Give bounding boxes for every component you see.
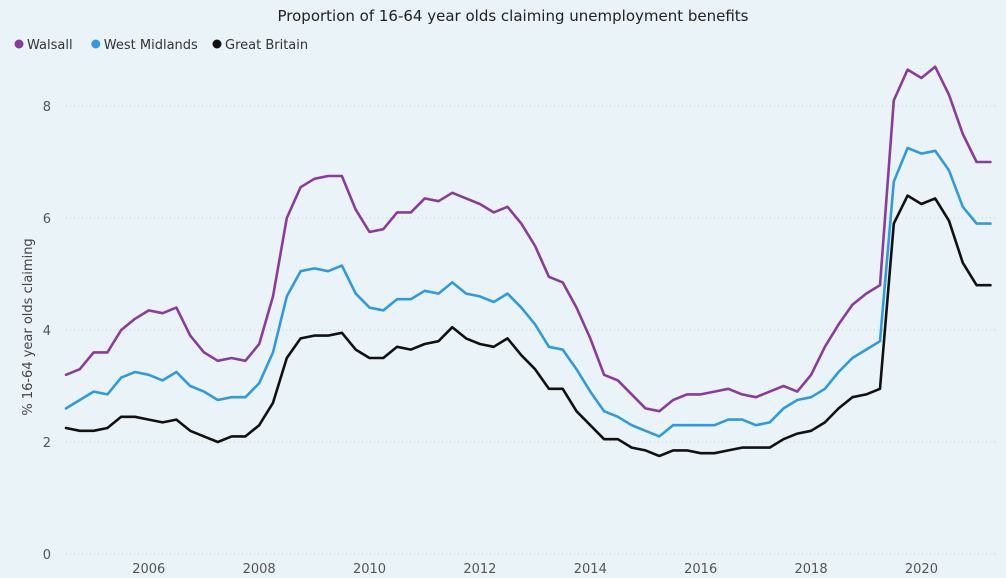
- x-tick-label: 2014: [574, 562, 607, 577]
- y-axis-label: % 16-64 year olds claiming: [21, 238, 36, 415]
- x-tick-label: 2010: [353, 562, 386, 577]
- legend-marker-1: [91, 39, 101, 49]
- x-tick-label: 2006: [132, 562, 165, 577]
- series-lines: [64, 65, 992, 458]
- legend-item-label: Walsall: [27, 38, 73, 53]
- gridlines: [66, 105, 995, 555]
- x-tick-label: 2018: [795, 562, 828, 577]
- legend-item-label: Great Britain: [225, 38, 308, 53]
- y-axis-ticks: 0 2 4 6 8: [43, 100, 51, 563]
- y-tick-label: 0: [43, 548, 51, 563]
- x-tick-label: 2008: [243, 562, 276, 577]
- series-line-2: [64, 194, 992, 458]
- x-tick-label: 2012: [463, 562, 496, 577]
- legend-item-label: West Midlands: [104, 38, 198, 53]
- chart-title: Proportion of 16-64 year olds claiming u…: [278, 7, 749, 25]
- x-tick-label: 2020: [905, 562, 938, 577]
- legend: Walsall West Midlands Great Britain: [14, 38, 308, 53]
- series-line-0: [64, 65, 992, 413]
- y-tick-label: 2: [43, 436, 51, 451]
- x-tick-label: 2016: [684, 562, 717, 577]
- y-tick-label: 6: [43, 212, 51, 227]
- legend-marker-0: [14, 39, 24, 49]
- y-tick-label: 8: [43, 100, 51, 115]
- series-line-1: [64, 146, 992, 438]
- x-axis-ticks: 2006 2008 2010 2012 2014 2016 2018 2020: [132, 562, 938, 577]
- y-tick-label: 4: [43, 324, 51, 339]
- legend-marker-2: [212, 39, 222, 49]
